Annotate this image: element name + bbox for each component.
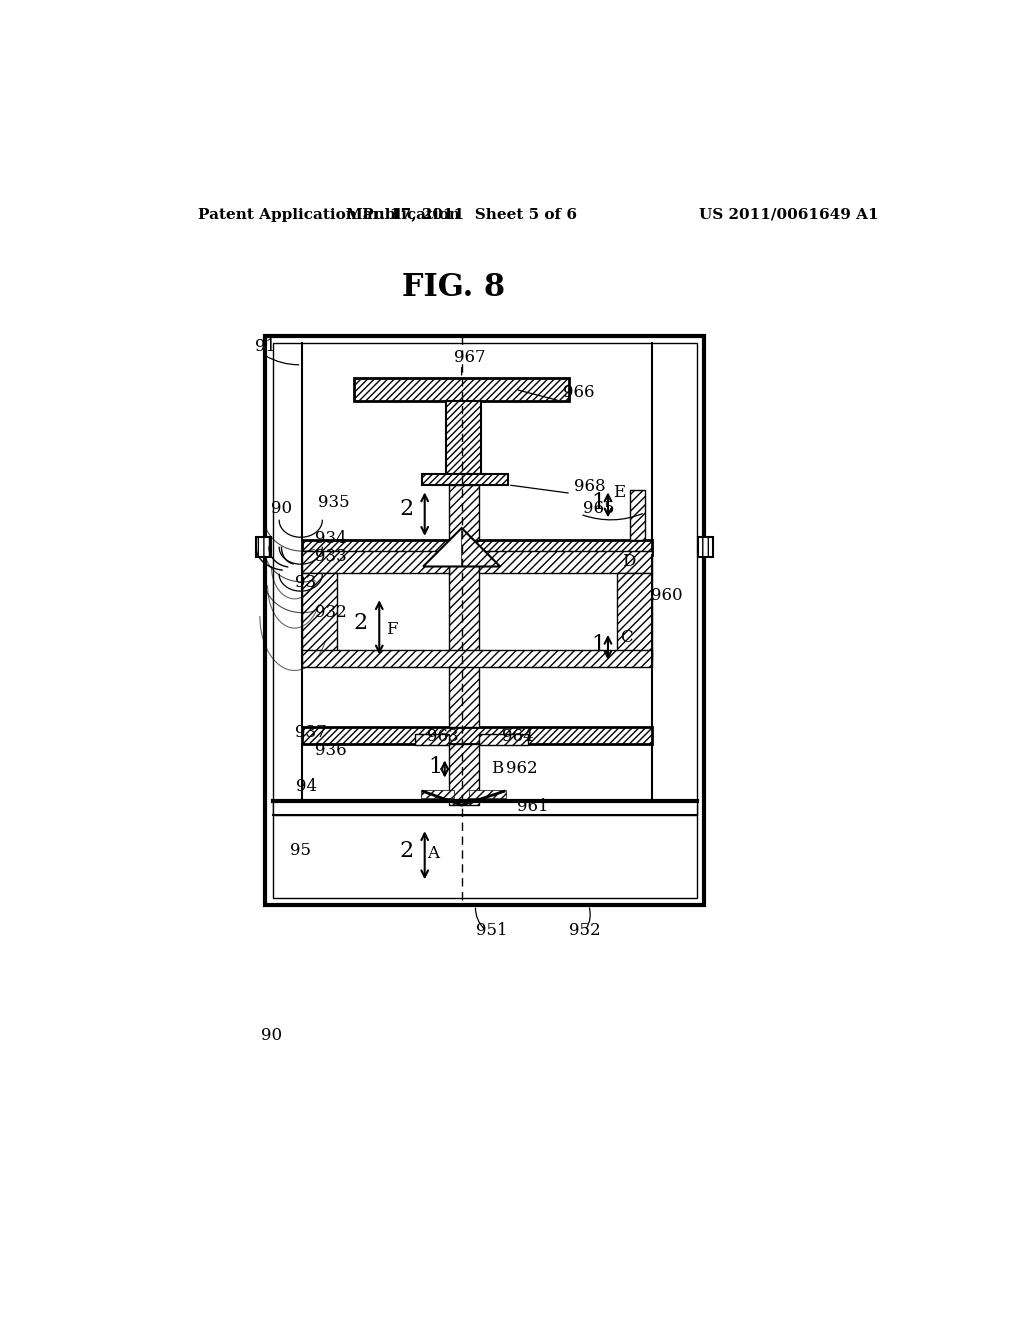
Text: C: C	[621, 628, 633, 645]
Text: 90: 90	[271, 499, 293, 516]
Bar	[302, 552, 449, 573]
Text: 2: 2	[353, 611, 367, 634]
Text: D: D	[622, 553, 635, 570]
Bar	[630, 490, 645, 540]
Text: 1: 1	[592, 634, 606, 656]
Text: 963: 963	[427, 727, 459, 744]
Text: 95: 95	[290, 842, 311, 859]
Bar	[617, 573, 652, 659]
Bar	[302, 726, 652, 743]
Text: 2: 2	[399, 498, 414, 520]
Bar	[416, 734, 449, 744]
Text: 934: 934	[315, 531, 347, 548]
Text: 961: 961	[517, 799, 549, 816]
Bar	[273, 343, 696, 898]
Bar	[449, 484, 479, 540]
Text: 967: 967	[454, 350, 485, 367]
Bar	[446, 401, 481, 474]
Text: 90: 90	[261, 1027, 283, 1044]
Text: 960: 960	[651, 586, 683, 603]
Text: 968: 968	[574, 478, 606, 495]
Text: 1: 1	[592, 491, 606, 513]
Bar	[265, 335, 705, 906]
Text: 933: 933	[315, 548, 347, 565]
Bar	[354, 378, 569, 401]
Text: 94: 94	[296, 779, 317, 796]
Text: 937: 937	[295, 725, 327, 742]
Text: 936: 936	[315, 742, 347, 759]
Bar	[449, 743, 479, 805]
Bar	[449, 554, 479, 726]
Text: B: B	[490, 760, 503, 777]
Bar	[302, 649, 652, 667]
Text: 951: 951	[475, 921, 507, 939]
Bar	[698, 537, 714, 557]
Text: FIG. 8: FIG. 8	[402, 272, 506, 304]
Bar	[422, 474, 508, 484]
Bar	[479, 552, 652, 573]
Text: 935: 935	[317, 494, 349, 511]
Text: 965: 965	[583, 499, 614, 516]
Text: 952: 952	[569, 921, 601, 939]
Text: 91: 91	[255, 338, 276, 355]
Text: 962: 962	[506, 760, 538, 777]
Text: Patent Application Publication: Patent Application Publication	[199, 207, 461, 222]
Text: A: A	[427, 845, 439, 862]
Text: 964: 964	[503, 727, 535, 744]
Text: 1: 1	[428, 755, 442, 777]
Bar	[273, 801, 696, 816]
Polygon shape	[423, 528, 500, 566]
Bar	[302, 540, 652, 554]
Bar	[469, 789, 506, 797]
Text: 932: 932	[315, 603, 347, 620]
Text: Mar. 17, 2011  Sheet 5 of 6: Mar. 17, 2011 Sheet 5 of 6	[346, 207, 578, 222]
Text: E: E	[612, 484, 625, 502]
Bar	[256, 537, 271, 557]
Text: US 2011/0061649 A1: US 2011/0061649 A1	[699, 207, 879, 222]
Text: F: F	[386, 622, 398, 639]
Text: 966: 966	[563, 384, 595, 401]
Bar	[479, 734, 528, 744]
Bar	[302, 573, 337, 659]
Bar	[421, 789, 454, 797]
Text: 2: 2	[399, 841, 414, 862]
Text: 93: 93	[295, 574, 315, 591]
